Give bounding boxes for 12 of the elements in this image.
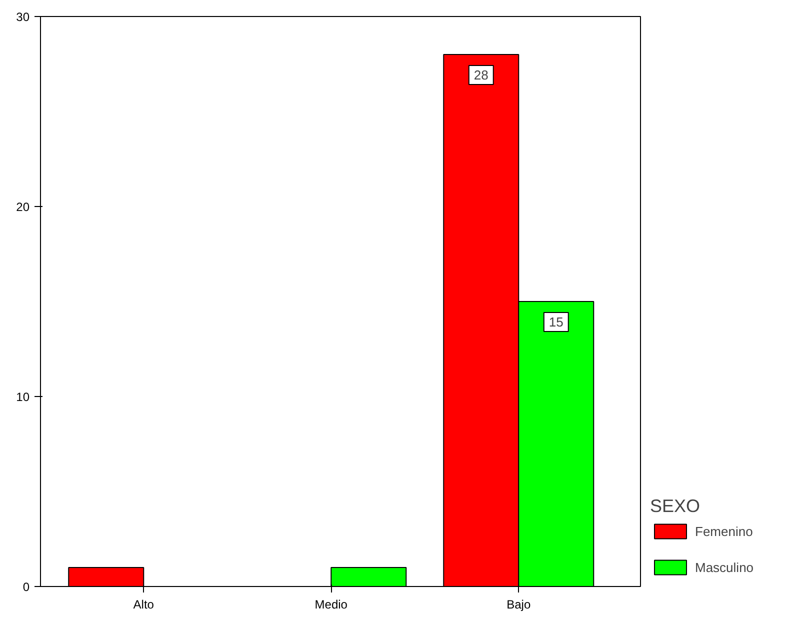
data-label: 28 [474,68,488,82]
x-tick-label: Alto [133,598,154,612]
x-tick-label: Medio [314,598,348,612]
legend-label: Femenino [695,524,753,538]
y-tick-label: 20 [16,200,30,214]
y-tick-label: 30 [16,10,30,24]
legend-title: SEXO [650,496,702,517]
y-tick-label: 10 [16,390,30,404]
data-label: 15 [548,314,564,330]
y-tick-label: 0 [22,580,30,594]
legend-label: Masculino [695,560,754,574]
x-tick-label: Bajo [506,598,531,612]
